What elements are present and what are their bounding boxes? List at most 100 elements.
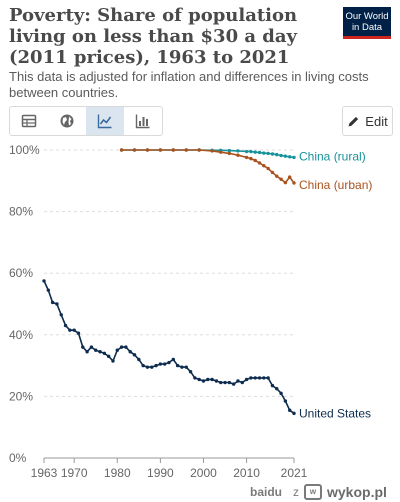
series-united-states-point — [111, 359, 115, 363]
series-china-urban-label: China (urban) — [299, 178, 372, 192]
series-china-rural-point — [266, 151, 270, 156]
series-united-states-point — [85, 350, 89, 354]
series-china-rural-point — [270, 152, 275, 156]
x-tick-label: 1963 — [31, 466, 58, 480]
series-united-states-point — [55, 302, 59, 306]
series-united-states-point — [42, 279, 46, 283]
owid-logo[interactable]: Our World in Data — [343, 7, 391, 39]
series-united-states-point — [119, 345, 124, 349]
series-united-states-point — [275, 387, 279, 391]
series-china-urban-point — [253, 158, 257, 163]
series-united-states-point — [81, 345, 85, 349]
series-united-states-point — [262, 376, 266, 380]
series-china-rural-point — [257, 150, 262, 155]
series-united-states-point — [59, 313, 63, 317]
tab-chart[interactable] — [86, 107, 124, 135]
y-tick-label: 40% — [9, 328, 33, 342]
x-tick-label: 2010 — [233, 466, 260, 480]
series-united-states-point — [180, 365, 184, 369]
series-china-urban-point — [249, 156, 253, 161]
series-united-states-point — [132, 353, 137, 357]
series-united-states-point — [188, 370, 193, 374]
series-united-states-point — [102, 351, 107, 355]
series-china-urban-point — [158, 148, 163, 152]
series-united-states-point — [283, 399, 288, 403]
x-tick-label: 1980 — [104, 466, 131, 480]
series-united-states-point — [287, 408, 292, 412]
series-united-states-point — [257, 376, 262, 380]
watermark-separator: z — [293, 485, 299, 499]
series-united-states-point — [63, 323, 68, 328]
series-china-rural-point — [275, 152, 279, 157]
series-united-states-point — [219, 380, 223, 385]
series-united-states-point — [76, 331, 81, 335]
series-united-states-point — [270, 383, 275, 388]
series-united-states-point — [98, 350, 102, 354]
series-united-states-point — [244, 377, 249, 382]
series-united-states-point — [167, 360, 171, 365]
tab-map[interactable] — [48, 107, 86, 135]
globe-icon — [60, 114, 74, 128]
series-united-states-point — [223, 380, 227, 385]
series-united-states-point — [141, 363, 145, 368]
series-united-states-point — [89, 345, 94, 349]
watermark-source: baidu — [250, 485, 282, 499]
series-china-rural-point — [236, 149, 240, 153]
tab-bar-chart[interactable] — [124, 107, 162, 135]
series-united-states-point — [106, 354, 111, 359]
series-china-urban-point — [197, 148, 201, 152]
series-united-states-point — [72, 328, 76, 332]
series-china-urban-point — [283, 180, 288, 185]
series-china-rural-point — [262, 151, 266, 155]
series-united-states-point — [171, 357, 176, 362]
series-china-urban-point — [119, 148, 124, 152]
series-united-states-point — [162, 362, 167, 366]
y-tick-label: 80% — [9, 205, 33, 219]
series-united-states-point — [210, 377, 214, 382]
chart-subtitle: This data is adjusted for inflation and … — [9, 69, 369, 100]
logo-line2: in Data — [351, 22, 383, 33]
series-china-rural-point — [227, 148, 232, 153]
series-united-states-point — [68, 328, 72, 332]
series-united-states-point — [145, 365, 150, 369]
series-china-urban-point — [287, 175, 292, 179]
series-china-rural-point — [253, 150, 257, 154]
series-united-states-point — [175, 363, 180, 368]
series-china-rural-point — [244, 149, 249, 154]
series-china-urban-point — [236, 153, 240, 157]
series-china-urban-point — [257, 161, 262, 165]
tab-table[interactable] — [10, 107, 48, 135]
series-china-urban-point — [184, 148, 188, 152]
series-united-states-point — [279, 391, 283, 396]
x-tick-label: 2021 — [281, 466, 308, 480]
line-chart-icon — [97, 114, 112, 129]
series-united-states-point — [236, 379, 240, 383]
series-united-states-point — [249, 376, 253, 380]
wykop-logo-icon: w — [304, 484, 322, 500]
watermark-site: wykop.pl — [327, 484, 387, 500]
series-united-states-point — [227, 380, 232, 385]
series-united-states-point — [94, 348, 98, 352]
series-china-urban-point — [279, 177, 283, 181]
series-united-states-point — [124, 345, 128, 349]
series-united-states-point — [214, 379, 219, 383]
series-united-states-point — [154, 363, 158, 368]
series-china-urban-point — [244, 155, 249, 160]
y-tick-label: 100% — [9, 143, 40, 157]
series-china-urban-point — [270, 170, 275, 175]
logo-line1: Our World — [345, 11, 389, 22]
series-china-urban-point — [145, 148, 150, 152]
watermark: baidu z w wykop.pl — [250, 482, 398, 502]
series-china-rural-point — [279, 153, 283, 158]
series-united-states-point — [46, 288, 51, 292]
y-tick-label: 60% — [9, 266, 33, 280]
line-chart: 0% 20% 40% 60% 80% 100% 1963 1970 1980 1990 2000 20… — [9, 143, 372, 480]
series-united-states-point — [137, 357, 141, 362]
series-united-states-point — [206, 377, 210, 382]
series-china-urban-point — [275, 174, 279, 178]
x-tick-label: 1970 — [61, 466, 88, 480]
edit-button[interactable]: Edit — [342, 106, 393, 136]
series-china-rural-point — [283, 154, 288, 158]
series-united-states-point — [50, 300, 55, 305]
series-united-states-point — [193, 376, 197, 380]
